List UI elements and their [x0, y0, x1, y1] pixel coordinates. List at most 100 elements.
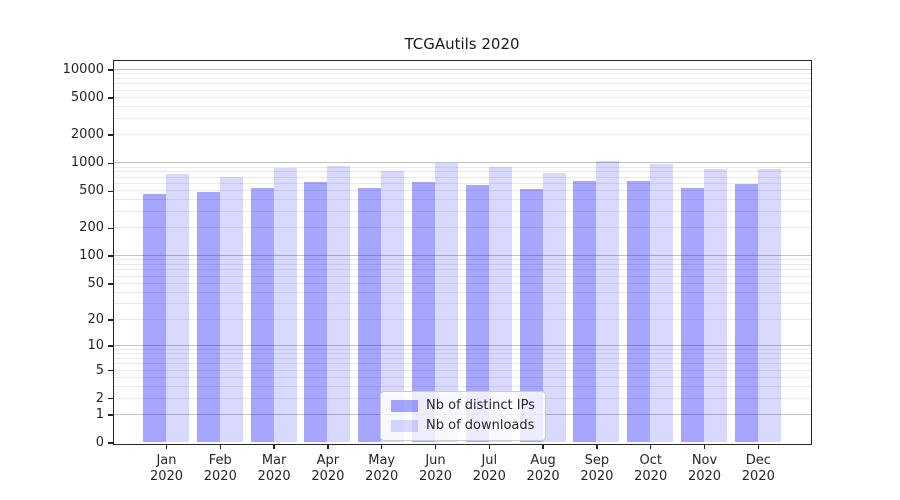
- gridline-minor: [113, 106, 811, 108]
- chart-title: TCGAutils 2020: [404, 35, 520, 53]
- y-tick-label: 500: [79, 183, 104, 199]
- bar-distinct-ips-nov: [681, 188, 704, 443]
- x-tick-mark: [327, 444, 329, 449]
- legend: Nb of distinct IPs Nb of downloads: [380, 391, 546, 441]
- x-tick-label-oct: Oct 2020: [634, 453, 668, 484]
- x-tick-label-sep: Sep 2020: [580, 453, 614, 484]
- gridline-minor: [113, 73, 811, 75]
- x-tick-mark: [165, 444, 168, 449]
- gridline-minor: [113, 210, 811, 212]
- y-tick-mark: [108, 69, 113, 71]
- gridline-major: [113, 68, 811, 70]
- gridline-minor: [113, 89, 811, 91]
- y-tick-mark: [108, 134, 113, 136]
- bar-distinct-ips-oct: [627, 180, 651, 443]
- gridline-minor: [113, 227, 811, 229]
- bar-distinct-ips-jan: [143, 193, 166, 443]
- x-tick-label-may: May 2020: [365, 453, 399, 484]
- gridline-minor: [113, 386, 811, 388]
- legend-swatch-distinct-ips-icon: [391, 400, 418, 412]
- gridline-minor: [113, 78, 811, 80]
- y-tick-label: 1: [95, 407, 104, 423]
- bar-downloads-feb: [219, 176, 243, 443]
- gridline-minor: [113, 264, 811, 266]
- bar-downloads-aug: [542, 172, 566, 443]
- x-tick-mark: [381, 444, 383, 449]
- gridline-minor: [113, 182, 811, 184]
- x-tick-mark: [219, 444, 221, 449]
- gridline-minor: [113, 369, 811, 371]
- y-tick-label: 100: [79, 248, 104, 264]
- gridline-minor: [113, 97, 811, 99]
- gridline-minor: [113, 318, 811, 320]
- x-tick-mark: [434, 444, 437, 449]
- gridline-major: [113, 255, 811, 257]
- y-tick-label: 0: [95, 435, 104, 450]
- y-tick-mark: [108, 397, 113, 400]
- y-tick-label: 5: [95, 362, 104, 378]
- bar-downloads-jun: [435, 162, 458, 443]
- gridline-major: [113, 162, 811, 164]
- x-tick-mark: [703, 444, 706, 449]
- gridline-minor: [113, 275, 811, 277]
- x-tick-label-jan: Jan 2020: [149, 453, 184, 484]
- y-tick-mark: [108, 442, 113, 444]
- y-tick-label: 10: [87, 338, 104, 354]
- y-tick-label: 1000: [70, 155, 104, 171]
- gridline-minor: [113, 282, 811, 284]
- bar-downloads-sep: [596, 160, 620, 443]
- y-tick-mark: [108, 414, 113, 416]
- y-tick-label: 5000: [70, 90, 104, 106]
- gridline-minor: [113, 176, 811, 178]
- bar-downloads-may: [381, 171, 405, 443]
- legend-row-distinct-ips: Nb of distinct IPs: [391, 398, 535, 414]
- bar-distinct-ips-jul: [465, 185, 489, 443]
- y-tick-label: 2000: [70, 127, 104, 143]
- bar-distinct-ips-mar: [250, 188, 274, 443]
- y-tick-label: 50: [87, 275, 104, 291]
- gridline-minor: [113, 134, 811, 136]
- gridline-minor: [113, 363, 811, 365]
- bar-distinct-ips-jun: [412, 181, 435, 443]
- bar-downloads-oct: [650, 163, 674, 443]
- y-tick-mark: [108, 227, 113, 229]
- legend-label-distinct-ips: Nb of distinct IPs: [426, 398, 535, 413]
- x-tick-mark: [650, 444, 652, 449]
- legend-label-downloads: Nb of downloads: [426, 418, 535, 433]
- y-tick-mark: [108, 319, 113, 321]
- gridline-minor: [113, 269, 811, 271]
- gridline-minor: [113, 376, 811, 378]
- bar-distinct-ips-may: [358, 187, 382, 443]
- bar-distinct-ips-apr: [304, 182, 328, 443]
- y-tick-mark: [108, 255, 113, 257]
- bar-downloads-jan: [166, 173, 189, 443]
- gridline-minor: [113, 171, 811, 173]
- x-tick-label-apr: Apr 2020: [311, 453, 345, 484]
- bar-distinct-ips-feb: [196, 191, 220, 443]
- gridline-minor: [113, 190, 811, 192]
- bar-downloads-dec: [757, 168, 781, 443]
- x-tick-label-dec: Dec 2020: [741, 453, 775, 484]
- x-tick-label-feb: Feb 2020: [203, 453, 237, 484]
- gridline-minor: [113, 291, 811, 293]
- plot-area: [112, 59, 812, 445]
- y-tick-mark: [108, 283, 113, 285]
- gridline-major: [113, 345, 811, 347]
- gridline-minor: [113, 303, 811, 305]
- legend-row-downloads: Nb of downloads: [391, 418, 535, 434]
- y-tick-label: 10000: [62, 61, 104, 77]
- y-tick-mark: [108, 345, 113, 347]
- x-tick-label-jul: Jul 2020: [472, 453, 506, 484]
- x-tick-mark: [596, 444, 598, 449]
- y-tick-mark: [108, 97, 113, 99]
- gridline-minor: [113, 259, 811, 261]
- y-tick-mark: [108, 162, 113, 164]
- bar-distinct-ips-sep: [573, 180, 597, 443]
- x-tick-mark: [488, 444, 490, 449]
- bar-distinct-ips-aug: [519, 189, 543, 443]
- x-tick-label-nov: Nov 2020: [687, 453, 722, 484]
- gridline-minor: [113, 353, 811, 355]
- bar-downloads-mar: [273, 168, 297, 443]
- gridline-minor: [113, 117, 811, 119]
